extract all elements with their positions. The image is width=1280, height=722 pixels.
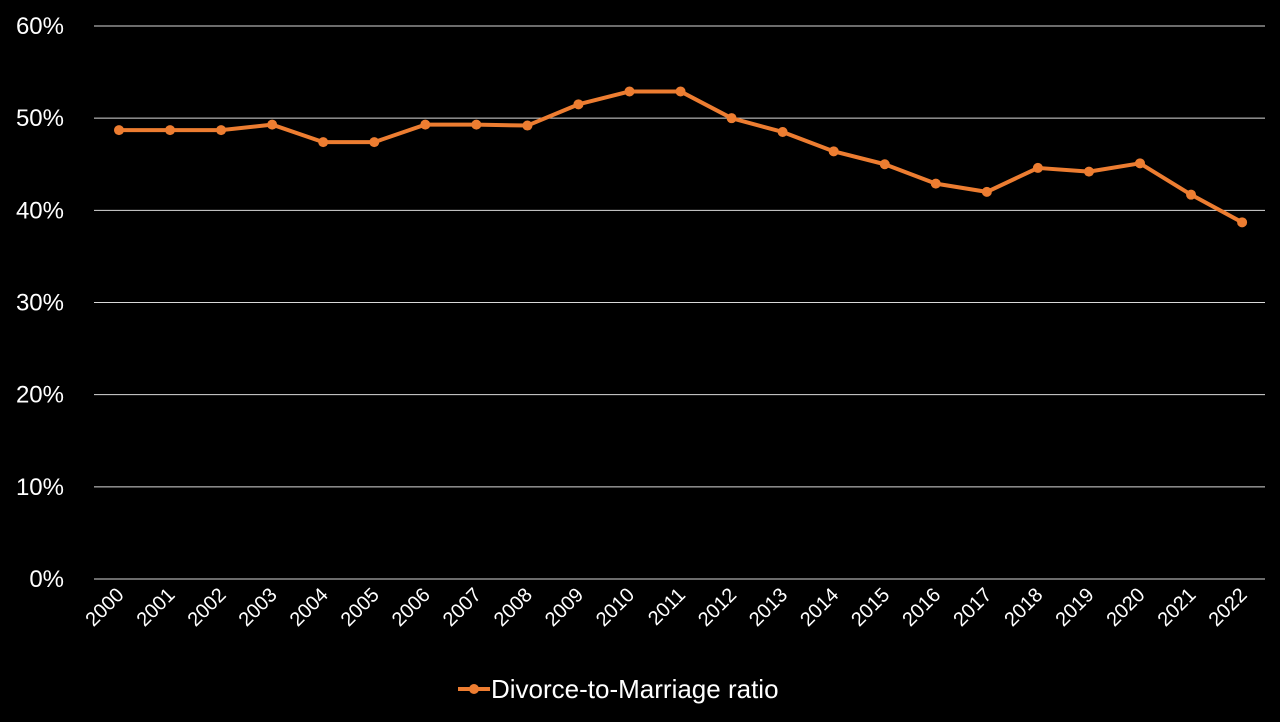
series-group	[114, 86, 1248, 228]
data-point	[879, 159, 890, 170]
data-point	[369, 137, 380, 148]
data-point	[318, 137, 329, 148]
y-tick-label: 10%	[16, 474, 64, 501]
data-point	[930, 178, 941, 189]
data-point	[420, 119, 431, 130]
data-point	[471, 119, 482, 130]
legend: Divorce-to-Marriage ratio	[458, 674, 779, 704]
data-point	[726, 113, 737, 124]
data-point	[1237, 217, 1248, 228]
data-point	[1135, 158, 1145, 169]
data-point	[1186, 189, 1197, 200]
y-tick-label: 40%	[16, 197, 64, 224]
data-point	[1032, 162, 1043, 173]
y-tick-label: 0%	[29, 566, 64, 593]
gridlines	[94, 25, 1265, 580]
data-point	[267, 119, 278, 130]
y-axis-ticks: 0% 10% 20% 30% 40% 50% 60%	[16, 13, 64, 593]
y-tick-label: 20%	[16, 382, 64, 409]
legend-swatch-marker	[469, 684, 479, 694]
data-point	[522, 120, 533, 131]
data-point	[624, 86, 635, 97]
data-point	[981, 186, 992, 197]
y-tick-label: 60%	[16, 13, 64, 40]
data-point	[828, 146, 839, 157]
data-point	[777, 126, 788, 137]
legend-label: Divorce-to-Marriage ratio	[491, 674, 779, 704]
data-point	[675, 86, 686, 97]
y-tick-label: 30%	[16, 290, 64, 317]
data-point	[1083, 166, 1094, 177]
data-point	[573, 99, 584, 110]
data-point	[114, 125, 124, 136]
data-point	[165, 125, 176, 136]
data-point	[216, 125, 227, 136]
y-tick-label: 50%	[16, 105, 64, 132]
